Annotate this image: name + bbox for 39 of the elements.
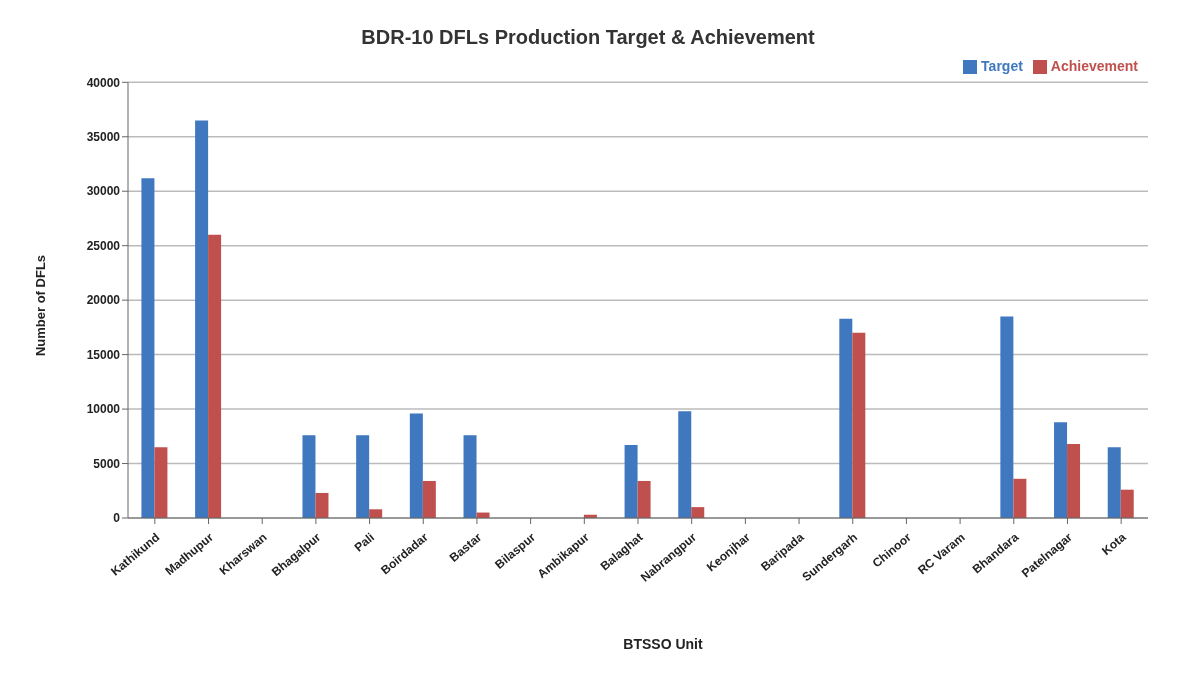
- bar: [208, 234, 222, 518]
- bar: [422, 480, 436, 518]
- y-tick-label: 30000: [86, 184, 121, 199]
- bar: [463, 435, 477, 518]
- y-tick-label: 40000: [86, 75, 121, 90]
- y-tick-label: 35000: [86, 130, 121, 145]
- y-tick-label: 10000: [86, 402, 121, 417]
- bar: [1120, 489, 1134, 518]
- y-tick-label: 0: [113, 511, 121, 526]
- y-axis-title: Number of DFLs: [32, 253, 48, 359]
- legend-label: Achievement: [1050, 58, 1138, 74]
- y-tick-label: 15000: [86, 347, 121, 362]
- bar: [302, 435, 316, 518]
- bar: [1013, 478, 1027, 518]
- x-tick-label: Kota: [1099, 529, 1129, 558]
- chart-title: BDR-10 DFLs Production Target & Achievement: [360, 26, 816, 49]
- bar: [195, 120, 209, 518]
- bar: [691, 507, 705, 518]
- y-tick-label: 5000: [93, 456, 121, 471]
- x-tick-label: Pali: [351, 530, 377, 555]
- bar: [315, 492, 329, 518]
- bar: [409, 413, 423, 518]
- bar: [852, 332, 866, 518]
- bar: [141, 178, 155, 518]
- y-tick-label: 25000: [86, 238, 121, 253]
- bar: [1107, 447, 1121, 518]
- bar: [356, 435, 370, 518]
- legend-label: Target: [981, 58, 1023, 74]
- bar: [369, 509, 383, 518]
- bar: [154, 447, 168, 518]
- bar: [1054, 422, 1068, 518]
- bar: [637, 480, 651, 518]
- y-tick-label: 20000: [86, 293, 121, 308]
- bar: [624, 445, 638, 518]
- bar: [839, 318, 853, 518]
- bar: [1067, 443, 1081, 518]
- bar: [678, 411, 692, 518]
- x-axis-title: BTSSO Unit: [622, 636, 704, 652]
- bar: [1000, 316, 1014, 518]
